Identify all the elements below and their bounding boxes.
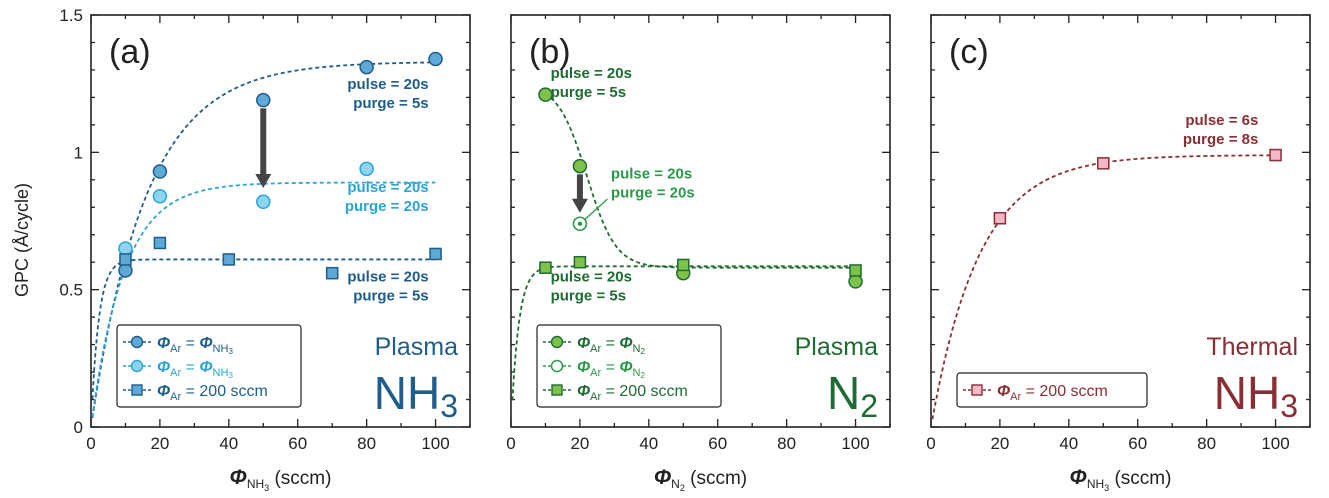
plasma-title: Thermal [1206, 333, 1298, 361]
legend-box [116, 324, 302, 408]
annotation: pulse = 20s purge = 5s [347, 76, 428, 112]
x-tick-label: 60 [708, 434, 727, 453]
annotation: pulse = 20s purge = 20s [345, 179, 429, 215]
y-axis-label: GPC (Å/cycle) [12, 183, 32, 297]
data-point-square [429, 247, 442, 261]
legend-label: ΦAr = ΦNH3 [157, 359, 233, 380]
x-tick-label: 60 [288, 434, 307, 453]
x-tick-label: 40 [639, 434, 658, 453]
legend-marker [971, 384, 983, 396]
legend-label: ΦAr = ΦN2 [577, 335, 646, 356]
data-point-square [1269, 148, 1282, 162]
data-point-square [222, 253, 236, 266]
x-axis-label: ΦN2 (sccm) [654, 466, 747, 493]
y-tick-label: 1 [74, 143, 83, 162]
plot-frame [930, 14, 1311, 428]
panel-label: (a) [109, 33, 151, 71]
annotation: pulse = 20s purge = 20s [611, 165, 695, 201]
legend-label: ΦAr = ΦNH3 [157, 335, 233, 356]
y-tick-label: 1.5 [59, 6, 83, 25]
data-point-square [849, 264, 862, 277]
annotation: pulse = 20s purge = 5s [551, 268, 632, 304]
data-point [118, 241, 133, 256]
panel-c: 0 20 40 60 80 100 ΦNH3 (sccm) (c) Thermal NH3 puls… [926, 14, 1311, 493]
legend-marker [130, 335, 144, 349]
x-tick-label: 0 [926, 434, 935, 453]
data-point-square [539, 261, 552, 274]
data-point [152, 164, 168, 179]
panel-label: (c) [949, 33, 989, 71]
data-point-square [1097, 157, 1110, 170]
annotation: pulse = 20s purge = 5s [551, 65, 632, 101]
fit-curve [91, 61, 436, 419]
data-point [118, 263, 133, 278]
data-point [538, 87, 553, 102]
legend-box [536, 324, 722, 408]
x-tick-label: 60 [1128, 434, 1147, 453]
x-tick-label: 80 [777, 434, 796, 453]
x-axis-label: ΦNH3 (sccm) [230, 466, 332, 493]
legend-marker [550, 359, 564, 373]
x-tick-label: 40 [1059, 434, 1078, 453]
annotation: pulse = 6s purge = 8s [1183, 112, 1258, 148]
data-point [359, 161, 374, 177]
data-point-square [677, 258, 690, 272]
annotation-pointer [581, 198, 608, 223]
annotation: pulse = 20s purge = 5s [347, 268, 428, 304]
species-title: NH3 [374, 367, 458, 424]
panel-label: (b) [529, 33, 571, 71]
data-point [848, 274, 863, 289]
x-tick-label: 100 [841, 434, 869, 453]
plasma-title: Plasma [795, 333, 878, 361]
legend-marker [130, 359, 144, 373]
fit-curve [931, 154, 1276, 420]
species-title: N2 [827, 367, 878, 424]
legend-marker [131, 384, 143, 396]
x-tick-label: 20 [570, 434, 589, 453]
data-point-square [119, 253, 132, 266]
panel-b: 0 20 40 60 80 100 ΦN2 (sccm) (b) Plasma N2 pulse =… [506, 14, 891, 493]
data-point-square [325, 266, 339, 280]
x-tick-label: 40 [219, 434, 238, 453]
legend-marker [551, 384, 563, 396]
data-point [572, 158, 588, 174]
fit-curve [91, 258, 436, 400]
data-point [428, 51, 443, 67]
y-tick-label: 0.5 [59, 281, 83, 300]
x-tick-label: 80 [1197, 434, 1216, 453]
data-point [256, 194, 271, 210]
y-tick-label: 0 [74, 418, 83, 437]
data-point-square [153, 236, 167, 250]
fit-curve [544, 92, 856, 269]
data-point-square [573, 255, 587, 269]
plot-frame [90, 14, 471, 428]
plot-frame [510, 14, 891, 428]
data-point [152, 189, 168, 204]
data-point-square [993, 212, 1007, 225]
x-tick-label: 20 [150, 434, 169, 453]
x-axis-label: ΦNH3 (sccm) [1070, 466, 1172, 493]
x-tick-label: 100 [421, 434, 449, 453]
legend-label: ΦAr = 200 sccm [997, 383, 1108, 403]
data-point [256, 92, 271, 108]
plasma-title: Plasma [375, 333, 458, 361]
arrow-head [255, 174, 272, 189]
legend-marker [550, 335, 564, 349]
x-tick-label: 20 [990, 434, 1009, 453]
x-tick-label: 80 [357, 434, 376, 453]
data-point [359, 59, 374, 75]
x-tick-label: 0 [506, 434, 515, 453]
x-tick-label: 0 [86, 434, 95, 453]
arrow-head [571, 198, 588, 213]
legend-label: ΦAr = ΦN2 [577, 359, 646, 380]
data-point-open-dot [577, 221, 583, 226]
legend-label: ΦAr = 200 sccm [577, 383, 688, 403]
legend-box [956, 372, 1148, 408]
x-tick-label: 100 [1261, 434, 1289, 453]
legend-label: ΦAr = 200 sccm [157, 383, 268, 403]
panel-a: 0 20 40 60 80 100 0 0.5 1 1.5 ΦNH3 (sccm) (a) Plasma… [59, 6, 471, 493]
species-title: NH3 [1214, 367, 1298, 424]
